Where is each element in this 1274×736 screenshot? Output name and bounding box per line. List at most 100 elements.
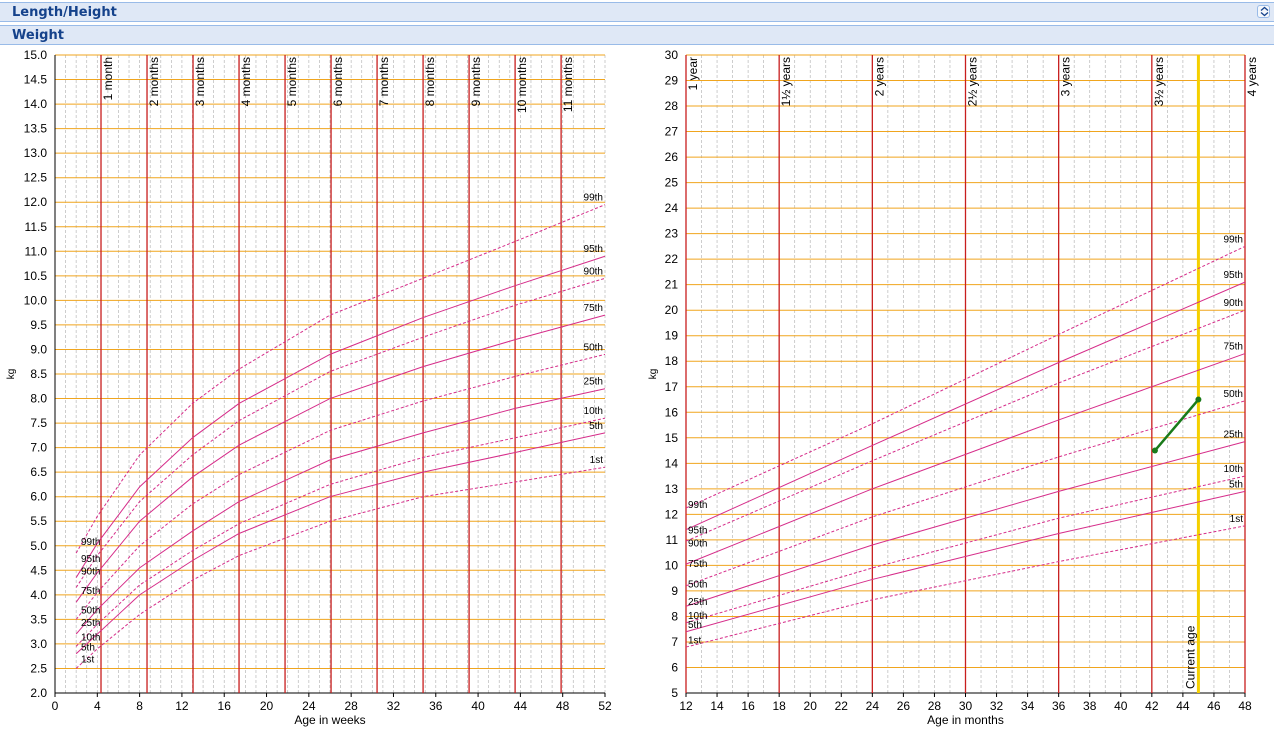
percentile-line-50th <box>75 353 606 620</box>
percentile-start-label: 90th <box>81 566 100 577</box>
percentile-end-label: 75th <box>584 303 603 314</box>
y-tick-label: 17 <box>665 380 679 394</box>
percentile-start-label: 75th <box>688 559 707 570</box>
y-tick-label: 3.5 <box>30 612 47 626</box>
percentile-end-label: 10th <box>1224 464 1243 475</box>
y-tick-label: 26 <box>665 150 679 164</box>
x-tick-label: 8 <box>136 699 143 713</box>
percentile-start-label: 1st <box>81 655 95 666</box>
percentile-line-25th <box>685 441 1246 607</box>
x-tick-label: 18 <box>772 699 786 713</box>
percentile-end-label: 99th <box>584 193 603 204</box>
age-marker-label: 1 year <box>686 57 700 90</box>
age-marker-label: 3½ years <box>1152 57 1166 106</box>
y-tick-label: 16 <box>665 405 679 419</box>
x-tick-label: 38 <box>1083 699 1097 713</box>
percentile-start-label: 50th <box>81 606 100 617</box>
y-tick-label: 13.0 <box>24 146 48 160</box>
percentile-end-label: 95th <box>584 244 603 255</box>
y-tick-label: 21 <box>665 278 679 292</box>
percentile-start-label: 5th <box>688 620 702 631</box>
percentile-end-label: 50th <box>584 342 603 353</box>
y-tick-label: 14.0 <box>24 97 48 111</box>
y-tick-label: 27 <box>665 125 679 139</box>
percentile-start-label: 75th <box>81 586 100 597</box>
y-tick-label: 13 <box>665 482 679 496</box>
percentile-line-5th <box>685 490 1246 633</box>
y-tick-label: 7.5 <box>30 416 47 430</box>
percentile-start-label: 1st <box>688 635 702 646</box>
percentile-start-label: 95th <box>688 526 707 537</box>
x-tick-label: 48 <box>1238 699 1252 713</box>
y-tick-label: 9.0 <box>30 342 47 356</box>
percentile-line-90th <box>685 309 1246 542</box>
percentile-start-label: 99th <box>688 500 707 511</box>
percentile-start-label: 10th <box>688 611 707 622</box>
length-height-panel-title: Length/Height <box>12 5 117 20</box>
percentile-end-label: 25th <box>584 377 603 388</box>
weight-panel-title: Weight <box>12 28 64 43</box>
x-tick-label: 36 <box>429 699 443 713</box>
length-height-panel-header[interactable]: Length/Height <box>0 2 1274 22</box>
y-tick-label: 8.5 <box>30 367 47 381</box>
age-marker-label: 2 years <box>872 57 886 96</box>
age-marker-label: 5 months <box>285 57 299 106</box>
chart-2: 1 year 1½ years 2 years 2½ years 3 years 3½ y… <box>648 48 1259 727</box>
x-tick-label: 40 <box>471 699 485 713</box>
expand-collapse-icon[interactable] <box>1257 5 1270 18</box>
age-marker-label: 10 months <box>515 57 529 113</box>
y-tick-label: 25 <box>665 176 679 190</box>
age-marker-label: 9 months <box>469 57 483 106</box>
age-marker-label: 8 months <box>423 57 437 106</box>
x-tick-label: 28 <box>344 699 358 713</box>
y-tick-label: 11.0 <box>25 244 48 258</box>
percentile-end-label: 5th <box>1229 479 1243 490</box>
x-tick-label: 30 <box>959 699 973 713</box>
percentile-end-label: 25th <box>1224 430 1243 441</box>
y-tick-label: 3.0 <box>30 637 47 651</box>
y-tick-label: 8 <box>671 609 678 623</box>
y-tick-label: 12.5 <box>24 171 48 185</box>
chart-1: 1 month 2 months 3 months 4 months 5 months 6… <box>6 48 612 727</box>
age-marker-label: 3 months <box>193 57 207 106</box>
percentile-end-label: 90th <box>584 266 603 277</box>
y-tick-label: 22 <box>665 252 679 266</box>
y-tick-label: 7.0 <box>30 441 47 455</box>
weight-panel-header[interactable]: Weight <box>0 25 1274 45</box>
x-tick-label: 12 <box>175 699 189 713</box>
y-tick-label: 4.5 <box>30 563 47 577</box>
age-marker-label: 4 months <box>239 57 253 106</box>
percentile-line-99th <box>685 245 1246 509</box>
y-tick-label: 10.5 <box>24 269 48 283</box>
y-tick-label: 20 <box>665 303 679 317</box>
percentile-start-label: 25th <box>81 618 100 629</box>
y-tick-label: 18 <box>665 354 679 368</box>
percentile-start-label: 99th <box>81 537 100 548</box>
y-tick-label: 11 <box>666 533 679 547</box>
y-tick-label: 8.0 <box>30 392 47 406</box>
age-marker-label: 2 months <box>147 57 161 106</box>
percentile-end-label: 5th <box>589 421 603 432</box>
age-marker-label: 6 months <box>331 57 345 106</box>
percentile-start-label: 90th <box>688 538 707 549</box>
age-marker-label: 1 month <box>101 57 115 100</box>
y-axis-title: kg <box>6 369 17 380</box>
y-tick-label: 7 <box>671 635 678 649</box>
percentile-start-label: 5th <box>81 642 95 653</box>
percentile-start-label: 25th <box>688 597 707 608</box>
y-tick-label: 11.5 <box>25 220 48 234</box>
percentile-line-10th <box>75 417 606 647</box>
x-tick-label: 20 <box>804 699 818 713</box>
percentile-line-1st <box>75 466 606 669</box>
y-tick-label: 15 <box>665 431 679 445</box>
percentile-line-90th <box>75 277 606 588</box>
x-tick-label: 36 <box>1052 699 1066 713</box>
x-tick-label: 12 <box>679 699 693 713</box>
y-tick-label: 6.5 <box>30 465 47 479</box>
x-tick-label: 22 <box>835 699 849 713</box>
y-tick-label: 29 <box>665 74 679 88</box>
y-tick-label: 19 <box>665 329 679 343</box>
x-tick-label: 42 <box>1145 699 1159 713</box>
y-tick-label: 24 <box>665 201 679 215</box>
percentile-end-label: 75th <box>1224 342 1243 353</box>
